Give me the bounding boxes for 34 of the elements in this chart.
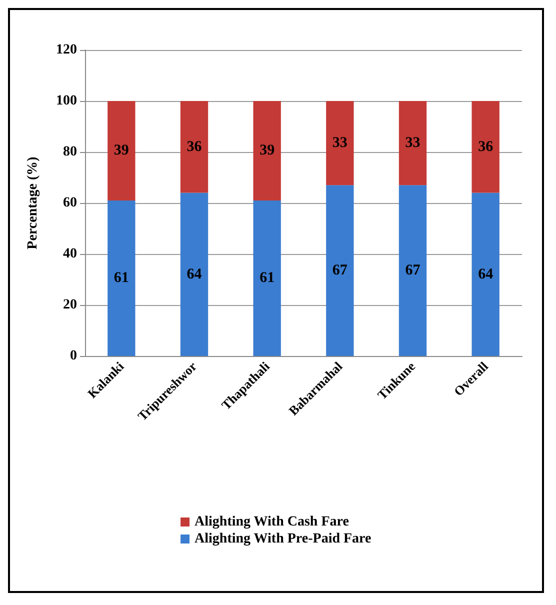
data-label: 39 <box>114 142 129 159</box>
data-label: 67 <box>405 262 421 279</box>
data-label: 61 <box>260 270 275 286</box>
data-label: 64 <box>186 266 202 282</box>
data-label: 67 <box>332 262 348 279</box>
bar <box>326 185 354 356</box>
y-tick-label: 0 <box>70 348 77 364</box>
bar <box>180 192 208 356</box>
data-label: 36 <box>478 138 494 155</box>
y-tick-label: 80 <box>63 144 77 160</box>
bar <box>326 101 354 186</box>
y-axis-title: Percentage (%) <box>26 156 40 250</box>
y-tick-label: 20 <box>63 298 77 312</box>
bar <box>180 101 208 193</box>
data-label: 33 <box>405 135 420 152</box>
data-label: 33 <box>332 135 348 152</box>
bar <box>253 200 281 356</box>
data-label: 64 <box>478 266 494 282</box>
bar <box>398 101 427 186</box>
bar <box>472 192 500 356</box>
bar <box>108 200 136 356</box>
bar <box>108 101 136 200</box>
bar <box>472 101 500 193</box>
data-label: 39 <box>260 142 275 159</box>
y-tick-label: 60 <box>63 196 77 210</box>
bar <box>398 185 427 356</box>
data-label: 61 <box>114 270 129 286</box>
legend-label: Alighting With Pre-Paid Fare <box>194 532 372 546</box>
data-label: 36 <box>186 138 202 155</box>
y-tick-label: 120 <box>56 42 77 58</box>
legend-label: Alighting With Cash Fare <box>194 514 349 530</box>
bar <box>253 101 281 200</box>
y-tick-label: 40 <box>63 246 77 262</box>
y-tick-label: 100 <box>56 94 77 108</box>
